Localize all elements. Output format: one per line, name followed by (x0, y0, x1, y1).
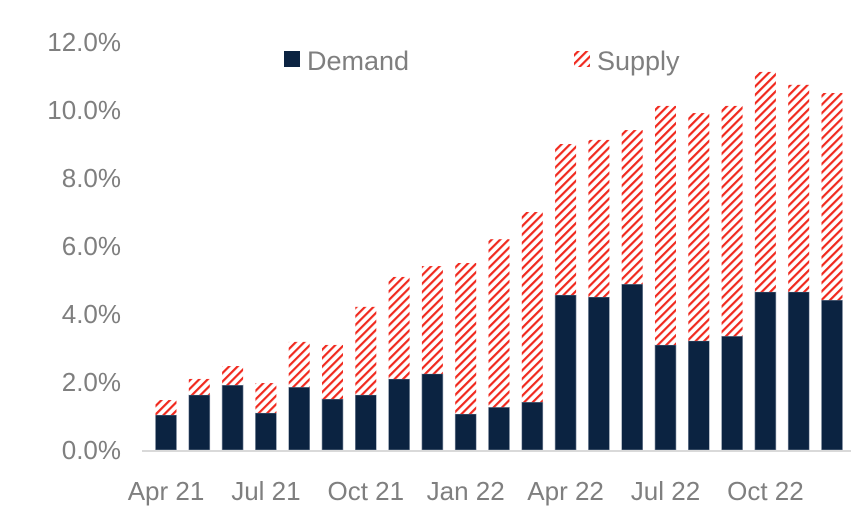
y-tick-label: 2.0% (62, 367, 121, 397)
bar-supply-sep-21 (322, 344, 343, 399)
bar-supply-aug-21 (288, 341, 310, 388)
bar-demand-apr-22 (554, 294, 577, 451)
y-tick-label: 8.0% (62, 163, 121, 193)
bar-supply-oct-22 (754, 71, 776, 292)
y-tick-label: 4.0% (62, 299, 121, 329)
bar-supply-nov-21 (388, 276, 410, 379)
bar-supply-feb-22 (488, 239, 510, 408)
y-tick-label: 6.0% (62, 231, 121, 261)
y-tick-label: 12.0% (47, 27, 121, 57)
bar-demand-jun-22 (621, 283, 644, 451)
bar-demand-apr-21 (155, 414, 177, 451)
bar-supply-jun-21 (222, 366, 244, 386)
bar-demand-feb-22 (488, 406, 510, 451)
bar-demand-jul-21 (255, 412, 277, 451)
bar-demand-may-22 (588, 296, 610, 451)
bar-demand-nov-21 (388, 378, 410, 451)
bar-supply-apr-22 (555, 144, 577, 295)
x-tick-label: Oct 22 (727, 476, 804, 506)
bar-demand-dec-21 (421, 373, 444, 451)
bar-demand-mar-22 (521, 401, 544, 451)
bar-demand-jan-22 (454, 413, 477, 451)
bar-supply-mar-22 (521, 212, 543, 403)
bar-supply-may-22 (588, 139, 610, 297)
y-tick-label: 10.0% (47, 95, 121, 125)
bar-demand-sep-22 (721, 335, 743, 451)
x-tick-label: Jan 22 (427, 476, 505, 506)
bar-demand-aug-22 (687, 340, 710, 451)
bar-supply-jun-22 (621, 130, 643, 285)
legend-swatch-supply (574, 51, 590, 67)
legend-label-supply: Supply (597, 46, 680, 76)
bar-demand-nov-22 (787, 291, 810, 451)
y-axis: 0.0% 2.0% 4.0% 6.0% 8.0% 10.0% 12.0% (47, 27, 121, 465)
legend: Demand Supply (284, 46, 680, 76)
bar-demand-oct-21 (354, 394, 377, 451)
bar-supply-dec-21 (421, 266, 443, 374)
bar-supply-jul-22 (655, 105, 676, 345)
bar-supply-sep-22 (721, 105, 743, 337)
bar-supply-apr-21 (155, 400, 177, 415)
bar-supply-aug-22 (688, 113, 710, 341)
bar-supply-jul-21 (255, 383, 277, 413)
x-axis: Apr 21 Jul 21 Oct 21 Jan 22 Apr 22 Jul 22 Oct … (128, 476, 804, 506)
bar-supply-oct-21 (355, 306, 377, 395)
bar-demand-oct-22 (754, 291, 777, 451)
bar-demand-jun-21 (221, 384, 244, 451)
x-tick-label: Jul 21 (231, 476, 300, 506)
bar-demand-aug-21 (288, 386, 311, 451)
x-tick-label: Apr 22 (527, 476, 604, 506)
bar-demand-may-21 (188, 394, 211, 451)
y-tick-label: 0.0% (62, 435, 121, 465)
bar-supply-nov-22 (788, 84, 810, 292)
legend-label-demand: Demand (307, 46, 409, 76)
bar-demand-sep-21 (321, 398, 344, 451)
x-tick-label: Oct 21 (328, 476, 405, 506)
legend-swatch-demand (284, 51, 300, 67)
bar-demand-jul-22 (654, 344, 677, 451)
bar-supply-may-21 (188, 378, 210, 395)
bar-supply-jan-22 (455, 263, 477, 414)
x-tick-label: Jul 22 (631, 476, 700, 506)
bars (155, 71, 843, 451)
bar-demand-dec-22 (821, 299, 843, 451)
bar-supply-dec-22 (821, 93, 843, 301)
x-tick-label: Apr 21 (128, 476, 205, 506)
